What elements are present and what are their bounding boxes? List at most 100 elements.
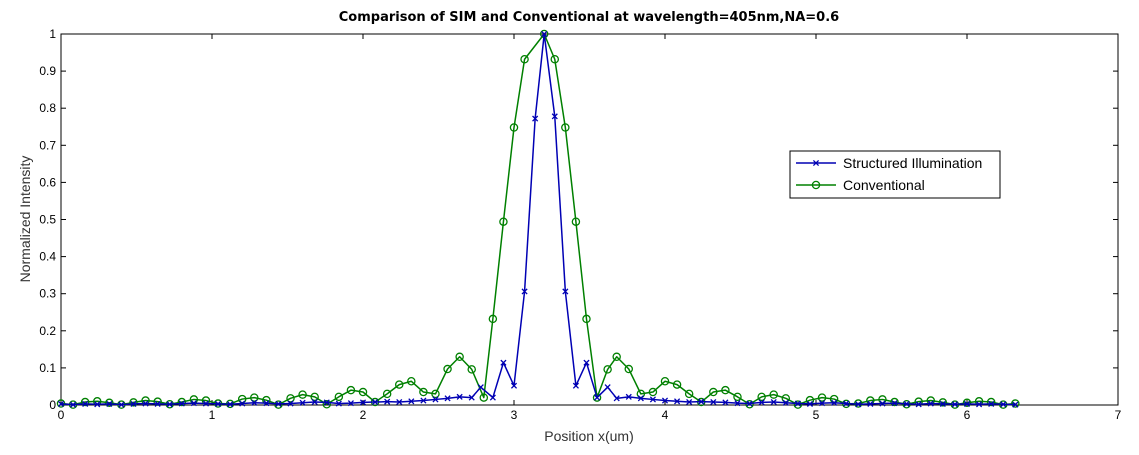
data-point-structured-illumination bbox=[214, 400, 222, 407]
data-point-conventional bbox=[286, 394, 295, 403]
data-point-structured-illumination bbox=[190, 400, 197, 407]
data-point-structured-illumination bbox=[698, 398, 705, 405]
data-point-structured-illumination bbox=[734, 400, 741, 407]
data-point-structured-illumination bbox=[746, 400, 753, 407]
data-point-conventional bbox=[274, 400, 283, 409]
data-point-structured-illumination bbox=[661, 397, 669, 404]
data-point-structured-illumination bbox=[521, 288, 528, 295]
data-point-structured-illumination bbox=[94, 401, 101, 408]
data-point-conventional bbox=[509, 123, 519, 132]
data-point-conventional bbox=[177, 397, 187, 407]
data-point-structured-illumination bbox=[710, 398, 717, 406]
x-tick-label: 0 bbox=[58, 408, 65, 422]
data-point-structured-illumination bbox=[782, 399, 789, 406]
y-tick-label: 0.8 bbox=[39, 101, 56, 115]
chart-title: Comparison of SIM and Conventional at wa… bbox=[339, 10, 839, 25]
data-point-structured-illumination bbox=[287, 400, 294, 407]
data-point-conventional bbox=[80, 397, 90, 407]
data-point-structured-illumination bbox=[613, 395, 620, 402]
data-point-structured-illumination bbox=[1012, 401, 1019, 408]
data-point-conventional bbox=[419, 387, 428, 397]
legend-label-conventional: Conventional bbox=[843, 177, 925, 193]
x-tick-label: 3 bbox=[511, 408, 518, 422]
data-point-structured-illumination bbox=[583, 359, 590, 366]
data-point-structured-illumination bbox=[299, 399, 306, 406]
x-tick-label: 2 bbox=[360, 408, 367, 422]
data-point-conventional bbox=[129, 398, 138, 407]
data-point-structured-illumination bbox=[976, 401, 983, 408]
data-point-conventional bbox=[660, 377, 670, 386]
data-point-conventional bbox=[488, 314, 498, 324]
data-point-structured-illumination bbox=[420, 397, 427, 404]
y-tick-label: 0.4 bbox=[39, 250, 56, 264]
data-point-structured-illumination bbox=[551, 113, 558, 120]
data-point-conventional bbox=[582, 314, 591, 324]
data-point-conventional bbox=[1011, 399, 1020, 408]
legend-marker-symbol bbox=[812, 159, 820, 167]
legend-label-structured-illumination: Structured Illumination bbox=[843, 155, 982, 171]
data-point-conventional bbox=[550, 54, 560, 64]
data-point-conventional bbox=[153, 397, 162, 406]
data-point-conventional bbox=[455, 352, 464, 362]
data-point-structured-illumination bbox=[939, 400, 946, 407]
data-point-structured-illumination bbox=[625, 393, 632, 400]
data-point-structured-illumination bbox=[879, 400, 886, 407]
data-point-conventional bbox=[334, 392, 344, 402]
data-point-structured-illumination bbox=[818, 400, 826, 407]
data-point-structured-illumination bbox=[275, 400, 282, 407]
data-point-structured-illumination bbox=[347, 400, 354, 407]
data-point-conventional bbox=[733, 392, 742, 402]
data-point-structured-illumination bbox=[251, 399, 258, 406]
data-point-structured-illumination bbox=[130, 400, 137, 407]
data-point-structured-illumination bbox=[806, 400, 814, 407]
y-axis-label: Normalized Intensity bbox=[17, 156, 33, 283]
y-tick-label: 0.5 bbox=[39, 213, 56, 227]
data-point-conventional bbox=[914, 397, 923, 406]
y-tick-label: 0.6 bbox=[39, 175, 56, 189]
data-point-structured-illumination bbox=[70, 401, 77, 408]
data-point-conventional bbox=[310, 392, 319, 402]
data-point-structured-illumination bbox=[118, 401, 125, 408]
data-point-structured-illumination bbox=[532, 115, 539, 122]
data-point-structured-illumination bbox=[988, 400, 995, 407]
series-line-structured-illumination bbox=[60, 33, 1016, 406]
y-tick-label: 0.1 bbox=[39, 361, 56, 375]
data-point-structured-illumination bbox=[604, 384, 611, 391]
y-tick-label: 0.7 bbox=[39, 138, 56, 152]
data-point-conventional bbox=[394, 380, 404, 389]
data-point-structured-illumination bbox=[227, 401, 234, 408]
data-point-structured-illumination bbox=[154, 400, 161, 407]
data-point-conventional bbox=[571, 217, 581, 226]
data-point-structured-illumination bbox=[572, 382, 579, 389]
y-tick-label: 0.3 bbox=[39, 287, 56, 301]
data-point-conventional bbox=[721, 385, 730, 395]
y-tick-label: 0.9 bbox=[39, 64, 56, 78]
data-point-conventional bbox=[407, 377, 416, 386]
data-point-structured-illumination bbox=[593, 394, 601, 401]
data-point-structured-illumination bbox=[674, 398, 681, 405]
data-point-conventional bbox=[250, 393, 259, 402]
data-point-structured-illumination bbox=[408, 398, 415, 405]
plot-area bbox=[60, 33, 1119, 406]
data-point-structured-illumination bbox=[468, 394, 475, 401]
data-point-conventional bbox=[603, 365, 612, 374]
data-point-conventional bbox=[382, 389, 392, 399]
data-point-structured-illumination bbox=[500, 359, 507, 366]
legend-marker-structured-illumination bbox=[812, 159, 820, 167]
data-point-conventional bbox=[592, 393, 602, 402]
data-point-structured-illumination bbox=[510, 382, 518, 389]
series-layer bbox=[56, 29, 1020, 409]
y-tick-label: 0.2 bbox=[39, 324, 56, 338]
data-point-structured-illumination bbox=[686, 398, 693, 406]
data-point-structured-illumination bbox=[335, 400, 342, 407]
data-point-conventional bbox=[467, 365, 476, 374]
data-point-structured-illumination bbox=[758, 399, 765, 406]
legend-box bbox=[789, 150, 1001, 199]
data-point-structured-illumination bbox=[456, 393, 463, 400]
x-tick-label: 6 bbox=[964, 408, 971, 422]
data-point-conventional bbox=[684, 389, 694, 399]
data-point-conventional bbox=[358, 387, 368, 397]
data-point-structured-illumination bbox=[239, 400, 246, 407]
axis-ticks: 0 1 2 3 4 5 6 7 0 0.1 0.2 0.3 0.4 0.5 0.6 0.7 0.8 0.9 1 bbox=[39, 27, 1121, 422]
x-tick-label: 5 bbox=[813, 408, 820, 422]
